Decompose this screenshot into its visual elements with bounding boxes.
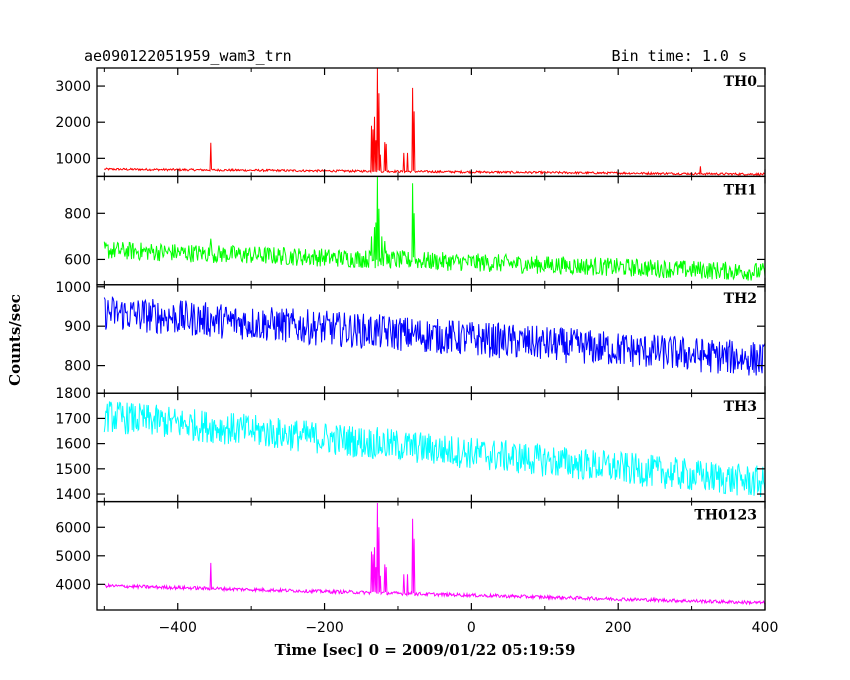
panel-label: TH3	[724, 399, 757, 415]
observation-id: ae090122051959_wam3_trn	[84, 47, 292, 65]
panel-th0: 1000 2000 3000 TH0	[55, 67, 766, 178]
y-tick-label: 1500	[55, 462, 91, 478]
panel-frame	[96, 67, 766, 178]
y-tick-label: 2000	[55, 115, 91, 131]
series-th0123	[104, 502, 766, 606]
y-axis-label: Counts/sec	[6, 294, 24, 386]
bin-time-label: Bin time: 1.0 s	[612, 47, 747, 65]
y-tick-label: 1400	[55, 487, 91, 503]
y-tick-label: 3000	[55, 79, 91, 95]
panel-label: TH1	[724, 182, 757, 198]
y-tick-label: 1800	[55, 386, 91, 402]
y-tick-label: 1700	[55, 411, 91, 427]
y-tick-label: 1600	[55, 437, 91, 453]
series-th3	[103, 401, 766, 498]
panel-th3: 1400 1500 1600 1700 1800 TH3	[55, 386, 766, 503]
x-tick-label: 400	[752, 620, 779, 636]
panel-th2: 800 900 1000 TH2	[55, 280, 766, 394]
x-tick-label: 0	[467, 620, 476, 636]
y-tick-label: 6000	[55, 520, 91, 536]
panel-label: TH0123	[694, 508, 757, 524]
y-tick-label: 1000	[55, 280, 91, 296]
y-tick-label: 900	[64, 319, 91, 335]
y-tick-label: 600	[64, 252, 91, 268]
x-axis-label: Time [sec] 0 = 2009/01/22 05:19:59	[275, 641, 576, 659]
x-tick-label: −200	[305, 620, 343, 636]
series-th0	[103, 67, 766, 177]
y-tick-label: 800	[64, 359, 91, 375]
y-tick-label: 5000	[55, 549, 91, 565]
x-tick-label: 200	[605, 620, 632, 636]
panels: 1000 2000 3000 TH0 600 800 TH1 800 900 1000 TH2 140…	[55, 67, 766, 611]
y-tick-label: 4000	[55, 577, 91, 593]
y-tick-label: 800	[64, 206, 91, 222]
y-tick-label: 1000	[55, 151, 91, 167]
series-th1	[103, 176, 766, 281]
x-tick-label: −400	[159, 620, 197, 636]
panel-th1: 600 800 TH1	[64, 175, 766, 286]
series-th2	[103, 296, 766, 376]
panel-label: TH2	[724, 291, 757, 307]
panel-label: TH0	[724, 74, 758, 90]
panel-th0123: 4000 5000 6000 TH0123	[55, 500, 766, 611]
x-axis: −400 −200 0 200 400	[159, 620, 779, 636]
